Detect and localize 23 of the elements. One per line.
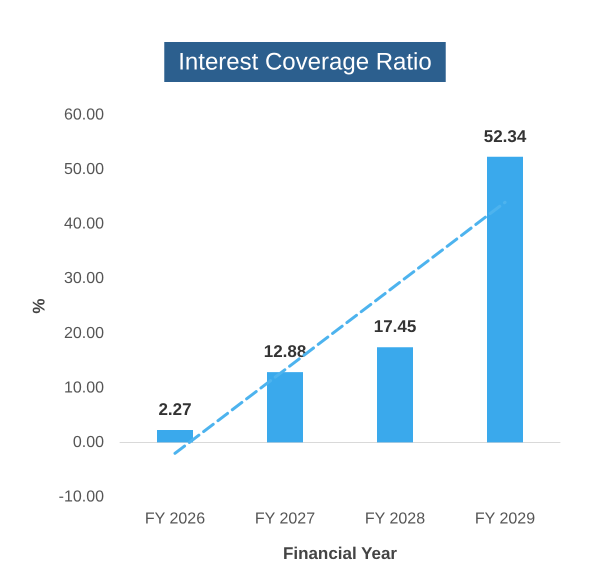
y-tick-label: 20.00 — [64, 324, 104, 342]
bar — [157, 430, 193, 442]
data-label: 2.27 — [158, 400, 192, 420]
y-tick-label: 10.00 — [64, 379, 104, 396]
y-tick-label: -10.00 — [58, 488, 104, 506]
x-tick-label: FY 2026 — [144, 510, 206, 528]
bar — [377, 347, 413, 442]
y-tick-label: 50.00 — [64, 161, 104, 178]
y-tick-label: 0.00 — [72, 434, 104, 451]
y-tick-label: 60.00 — [64, 106, 104, 124]
x-tick-label: FY 2027 — [254, 510, 316, 528]
x-axis-title: Financial Year — [282, 544, 398, 563]
data-label: 17.45 — [374, 317, 416, 336]
y-tick-label: 40.00 — [64, 216, 104, 233]
data-label: 52.34 — [484, 126, 527, 146]
y-tick-label: 30.00 — [64, 270, 104, 288]
bar — [487, 156, 523, 442]
x-tick-label: FY 2028 — [364, 510, 426, 528]
chart-title: Interest Coverage Ratio — [178, 48, 432, 76]
x-tick-label: FY 2029 — [474, 510, 536, 528]
y-axis-title: % — [30, 298, 49, 314]
bar — [267, 372, 303, 442]
data-label: 12.88 — [264, 342, 306, 362]
